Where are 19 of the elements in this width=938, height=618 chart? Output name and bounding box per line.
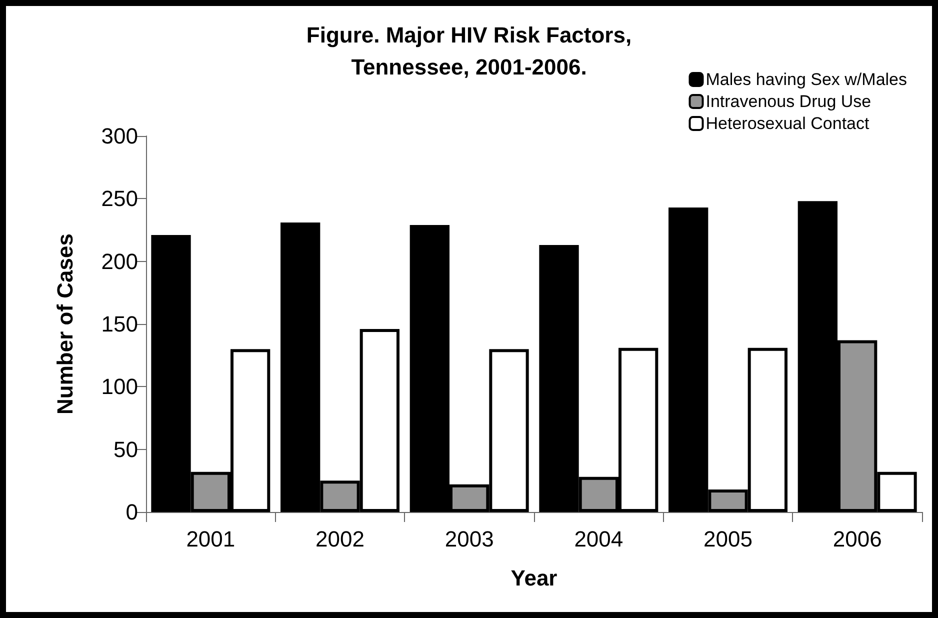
y-axis-title: Number of Cases xyxy=(52,234,78,414)
y-tick-label: 150 xyxy=(101,312,138,336)
y-tick-label: 0 xyxy=(126,500,138,524)
legend-label: Heterosexual Contact xyxy=(706,114,870,133)
x-tick-label: 2006 xyxy=(832,526,882,552)
legend-label: Males having Sex w/Males xyxy=(706,70,908,89)
legend-label: Intravenous Drug Use xyxy=(706,92,872,111)
y-tick-label: 200 xyxy=(101,248,138,274)
x-axis-title: Year xyxy=(510,566,558,590)
x-tick-label: 2005 xyxy=(704,526,752,552)
chart-title: Figure. Major HIV Risk Factors, Tennessee, 2001-2006. xyxy=(306,22,632,80)
y-tick-label: 300 xyxy=(101,124,138,148)
x-tick-label: 2001 xyxy=(186,526,236,552)
y-tick-label: 100 xyxy=(101,374,138,400)
y-tick-label: 250 xyxy=(101,186,138,212)
x-tick-label: 2003 xyxy=(444,526,494,552)
x-tick-label: 2002 xyxy=(316,526,364,552)
y-tick-label: 50 xyxy=(114,436,138,462)
x-tick-label: 2004 xyxy=(574,526,624,552)
